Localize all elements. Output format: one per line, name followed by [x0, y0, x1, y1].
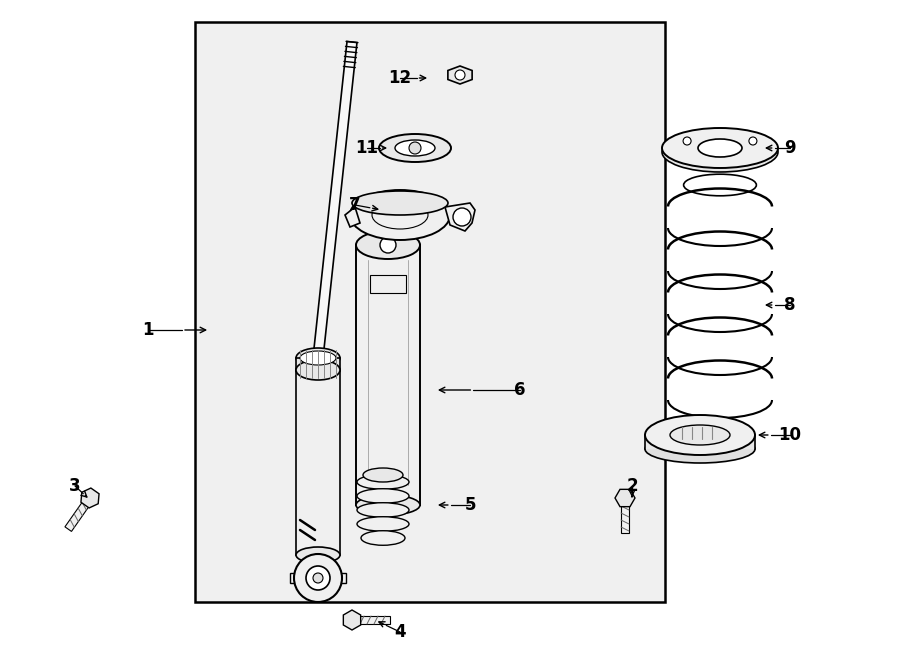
Circle shape — [453, 208, 471, 226]
Ellipse shape — [300, 351, 336, 365]
Circle shape — [749, 137, 757, 145]
Ellipse shape — [350, 190, 450, 240]
Ellipse shape — [645, 415, 755, 455]
Ellipse shape — [395, 140, 435, 156]
Circle shape — [683, 137, 691, 145]
Text: 3: 3 — [69, 477, 81, 495]
Polygon shape — [345, 207, 360, 227]
Text: 1: 1 — [142, 321, 154, 339]
Circle shape — [380, 237, 396, 253]
Bar — [296, 370, 340, 555]
Polygon shape — [81, 488, 99, 508]
Polygon shape — [445, 203, 475, 231]
Text: 7: 7 — [349, 196, 361, 214]
Ellipse shape — [645, 435, 755, 463]
Ellipse shape — [296, 362, 340, 378]
Text: 10: 10 — [778, 426, 802, 444]
Polygon shape — [621, 498, 629, 533]
Bar — [296, 358, 340, 370]
Ellipse shape — [357, 475, 409, 489]
Ellipse shape — [372, 201, 428, 229]
Circle shape — [313, 573, 323, 583]
Polygon shape — [313, 42, 357, 359]
Text: 9: 9 — [784, 139, 796, 157]
Circle shape — [294, 554, 342, 602]
Bar — [356, 245, 420, 505]
Ellipse shape — [662, 132, 778, 172]
Bar — [645, 435, 755, 449]
Ellipse shape — [296, 360, 340, 380]
Ellipse shape — [357, 517, 409, 532]
Ellipse shape — [379, 134, 451, 162]
Ellipse shape — [357, 489, 409, 503]
Ellipse shape — [363, 468, 403, 482]
Bar — [195, 22, 665, 602]
Ellipse shape — [357, 502, 409, 517]
Polygon shape — [352, 616, 390, 624]
Bar — [370, 275, 406, 293]
Text: 12: 12 — [389, 69, 411, 87]
Text: 5: 5 — [464, 496, 476, 514]
Polygon shape — [615, 489, 635, 506]
Ellipse shape — [356, 231, 420, 259]
Text: 4: 4 — [394, 623, 406, 641]
Polygon shape — [343, 610, 361, 630]
Ellipse shape — [698, 139, 742, 157]
Ellipse shape — [356, 495, 420, 515]
Polygon shape — [448, 66, 472, 84]
Text: 11: 11 — [356, 139, 379, 157]
Ellipse shape — [296, 547, 340, 563]
Text: 6: 6 — [514, 381, 526, 399]
Ellipse shape — [352, 191, 448, 215]
Text: 8: 8 — [784, 296, 796, 314]
Ellipse shape — [382, 205, 418, 225]
Ellipse shape — [361, 531, 405, 545]
Circle shape — [409, 142, 421, 154]
Ellipse shape — [670, 425, 730, 445]
Polygon shape — [65, 496, 94, 532]
Circle shape — [306, 566, 330, 590]
Ellipse shape — [296, 348, 340, 368]
Ellipse shape — [662, 128, 778, 168]
Text: 2: 2 — [626, 477, 638, 495]
Bar — [290, 573, 346, 583]
Circle shape — [455, 70, 465, 80]
